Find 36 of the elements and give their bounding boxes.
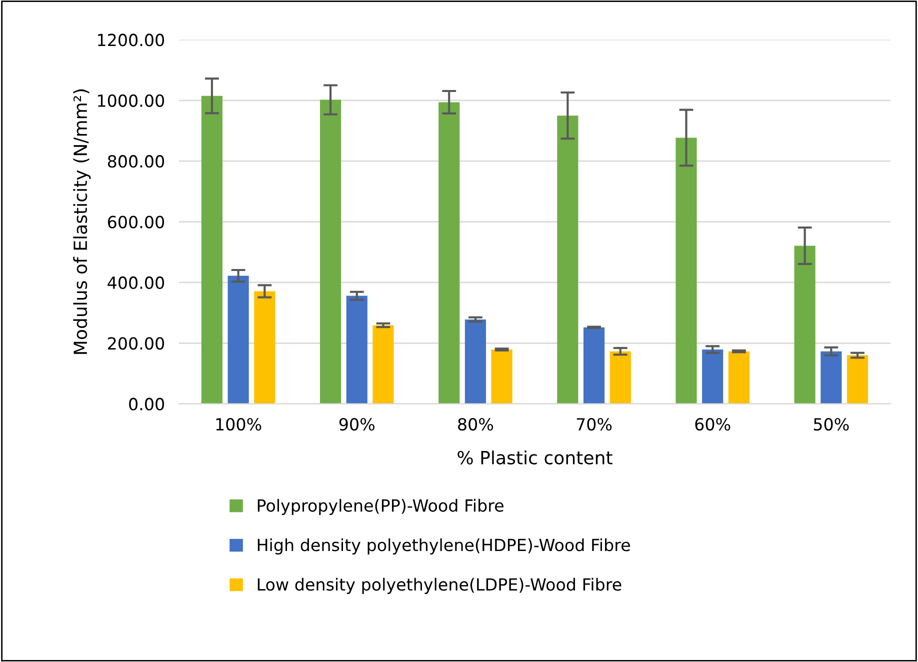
bar [464,319,486,404]
x-tick-label: 80% [458,418,494,431]
bar [610,351,631,404]
bar [228,276,249,404]
bar [820,351,842,404]
legend-label: High density polyethylene(HDPE)-Wood Fibre [258,538,630,555]
legend-label: Polypropylene(PP)-Wood Fibre [258,498,504,516]
y-tick-label: 400.00 [108,276,164,290]
x-tick-label: 70% [576,418,612,431]
y-tick-label: 0.00 [129,398,164,410]
x-tick-label: 60% [695,418,730,431]
y-tick-label: 600.00 [108,216,164,228]
bar [728,351,750,404]
bar [676,138,697,404]
bar [583,327,605,404]
bar [320,100,342,404]
y-tick-label: 200.00 [108,337,164,350]
y-tick-label: 800.00 [108,155,164,168]
y-tick-label: 1000.00 [98,94,164,107]
bar [346,296,368,404]
bar [438,102,460,404]
bar [201,96,222,404]
bar [491,350,512,404]
y-tick-label: 1200.00 [98,34,164,46]
bar [372,325,394,404]
x-tick-label: 100% [216,418,262,431]
x-tick-label: 90% [339,418,374,431]
legend-label: Low density polyethylene(LDPE)-Wood Fibre [258,578,622,594]
bar [557,116,578,404]
bar [846,355,868,404]
x-axis-title: % Plastic content [458,450,612,464]
bar [794,246,816,404]
x-tick-label: 50% [814,418,849,431]
bar [254,291,276,404]
bar [702,350,724,404]
y-axis-title: Modulus of Elasticity (N/mm²) [73,89,91,354]
